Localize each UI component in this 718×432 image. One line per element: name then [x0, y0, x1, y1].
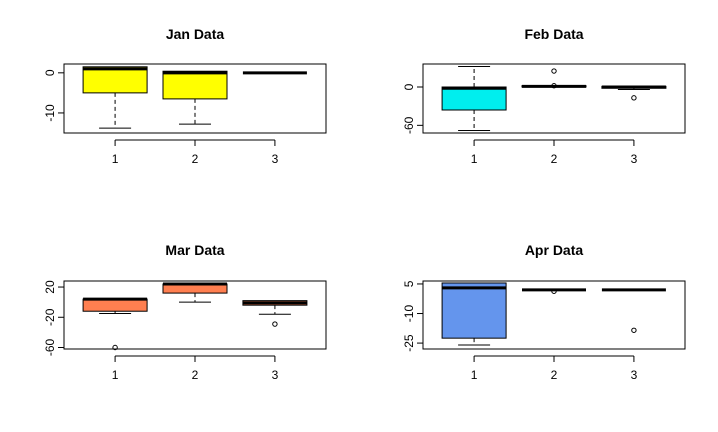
x-tick-label: 1 — [112, 152, 119, 166]
x-tick-label: 3 — [272, 368, 279, 382]
box-body — [162, 70, 228, 100]
outlier-point — [551, 83, 557, 89]
box-2 — [522, 288, 586, 294]
outlier-point — [272, 321, 278, 327]
outlier-point — [112, 344, 118, 351]
box-body — [82, 66, 148, 94]
y-tick-label: 0 — [402, 83, 416, 90]
y-tick-label: 5 — [402, 280, 416, 287]
box-body — [82, 298, 148, 312]
x-tick-label: 2 — [192, 152, 199, 166]
box-2 — [521, 68, 587, 89]
y-tick-label: 20 — [43, 280, 57, 294]
x-tick-label: 3 — [272, 152, 279, 166]
plot-frame — [63, 63, 327, 134]
panel-feb: Feb Data 0 -60 1 2 3 — [402, 26, 686, 166]
box-1 — [441, 66, 507, 131]
box-1 — [441, 282, 507, 346]
box-2 — [162, 70, 228, 125]
box-1 — [82, 297, 148, 351]
x-tick-label: 1 — [471, 368, 478, 382]
chart-title: Jan Data — [166, 26, 225, 42]
plot-frame — [63, 280, 327, 350]
x-tick-label: 2 — [551, 152, 558, 166]
x-tick-label: 3 — [631, 368, 638, 382]
box-body — [441, 86, 507, 111]
y-tick-label: -20 — [43, 308, 57, 326]
outlier-point — [631, 95, 637, 101]
box-3 — [601, 288, 666, 333]
box-1 — [82, 66, 148, 129]
y-tick-label: -60 — [43, 338, 57, 356]
x-tick-label: 2 — [192, 368, 199, 382]
x-tick-label: 2 — [551, 368, 558, 382]
x-tick-label: 1 — [471, 152, 478, 166]
y-tick-label: -10 — [43, 104, 57, 122]
outlier-point — [551, 288, 557, 294]
chart-title: Feb Data — [524, 26, 583, 42]
box-body — [441, 282, 507, 339]
x-tick-label: 1 — [112, 368, 119, 382]
chart-title: Apr Data — [525, 242, 584, 258]
panel-mar: Mar Data 20 -20 -60 1 2 3 — [43, 242, 327, 382]
box-3 — [601, 85, 667, 101]
panel-jan: Jan Data 0 -10 1 2 3 — [43, 26, 327, 166]
x-tick-label: 3 — [631, 152, 638, 166]
y-tick-label: -25 — [402, 334, 416, 352]
plot-frame — [422, 63, 686, 134]
box-2 — [162, 282, 228, 303]
outlier-point — [631, 327, 637, 333]
y-tick-label: 0 — [43, 69, 57, 76]
outlier-point — [551, 68, 557, 74]
chart-title: Mar Data — [165, 242, 224, 258]
panel-apr: Apr Data 5 -10 -25 1 2 3 — [402, 242, 686, 382]
y-tick-label: -10 — [402, 305, 416, 323]
plot-frame — [422, 280, 686, 350]
y-tick-label: -60 — [402, 116, 416, 134]
box-3 — [242, 300, 308, 327]
